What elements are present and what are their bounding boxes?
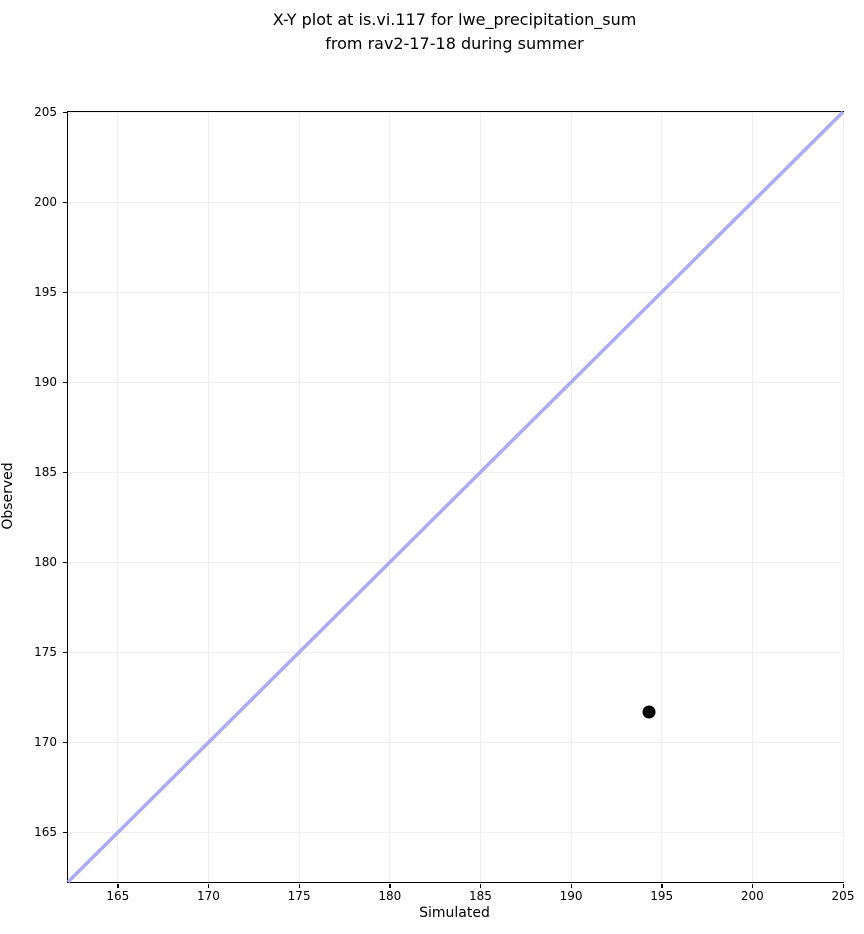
y-tick-label: 175	[34, 645, 57, 660]
chart-title-line2: from rav2-17-18 during summer	[325, 34, 584, 53]
gridline-horizontal	[68, 651, 843, 653]
x-tick-mark	[117, 883, 119, 888]
gridline-horizontal	[68, 471, 843, 473]
x-tick-label: 165	[106, 889, 130, 903]
x-tick-label: 185	[468, 889, 492, 903]
y-tick-label: 170	[34, 735, 57, 750]
gridline-vertical	[298, 112, 300, 882]
gridline-vertical	[207, 112, 209, 882]
y-tick-mark	[63, 832, 67, 834]
gridline-horizontal	[68, 291, 843, 293]
y-tick-label: 200	[34, 195, 57, 210]
chart-title: X-Y plot at is.vi.117 for lwe_precipitat…	[67, 8, 842, 56]
x-tick-mark	[570, 883, 572, 888]
x-tick-label: 195	[650, 889, 674, 903]
y-tick-mark	[63, 381, 67, 384]
y-tick-label: 185	[34, 465, 57, 480]
gridline-vertical	[751, 112, 753, 882]
gridline-horizontal	[68, 201, 843, 203]
x-tick-label: 175	[287, 889, 311, 903]
gridline-vertical	[661, 112, 663, 882]
y-tick-mark	[63, 561, 67, 564]
gridline-horizontal	[68, 111, 843, 113]
x-tick-label: 200	[740, 889, 764, 903]
gridline-vertical	[842, 112, 844, 882]
x-tick-mark	[208, 883, 210, 888]
gridline-vertical	[389, 112, 391, 882]
gridline-horizontal	[68, 741, 843, 743]
y-tick-mark	[63, 651, 67, 654]
y-tick-mark	[63, 201, 67, 203]
x-tick-mark	[751, 883, 754, 888]
y-tick-mark	[63, 471, 67, 474]
x-tick-mark	[298, 883, 301, 888]
gridline-vertical	[570, 112, 572, 882]
plot-area	[66, 110, 845, 884]
x-tick-label: 205	[831, 889, 855, 903]
x-tick-mark	[661, 883, 663, 888]
y-axis-label-text: Observed	[0, 462, 16, 530]
x-tick-label: 170	[197, 889, 220, 903]
gridline-vertical	[117, 112, 119, 882]
y-tick-mark	[63, 291, 67, 293]
x-tick-label: 190	[559, 889, 583, 903]
x-tick-mark	[480, 883, 482, 888]
gridline-vertical	[479, 112, 481, 882]
y-tick-label: 195	[34, 285, 57, 300]
identity-line	[66, 110, 845, 884]
x-tick-mark	[842, 883, 844, 888]
y-tick-label: 190	[34, 375, 57, 390]
y-tick-mark	[63, 742, 67, 744]
chart-title-line1: X-Y plot at is.vi.117 for lwe_precipitat…	[272, 10, 637, 29]
y-tick-label: 165	[34, 825, 57, 840]
gridline-horizontal	[68, 831, 843, 833]
y-tick-label: 205	[34, 105, 57, 119]
x-axis-label: Simulated	[419, 905, 490, 921]
x-tick-label: 180	[378, 889, 402, 903]
y-tick-label: 180	[34, 555, 57, 570]
x-tick-mark	[389, 883, 391, 888]
data-point	[642, 705, 656, 719]
y-tick-mark	[63, 111, 67, 113]
gridline-horizontal	[68, 381, 843, 383]
gridline-horizontal	[68, 561, 843, 563]
